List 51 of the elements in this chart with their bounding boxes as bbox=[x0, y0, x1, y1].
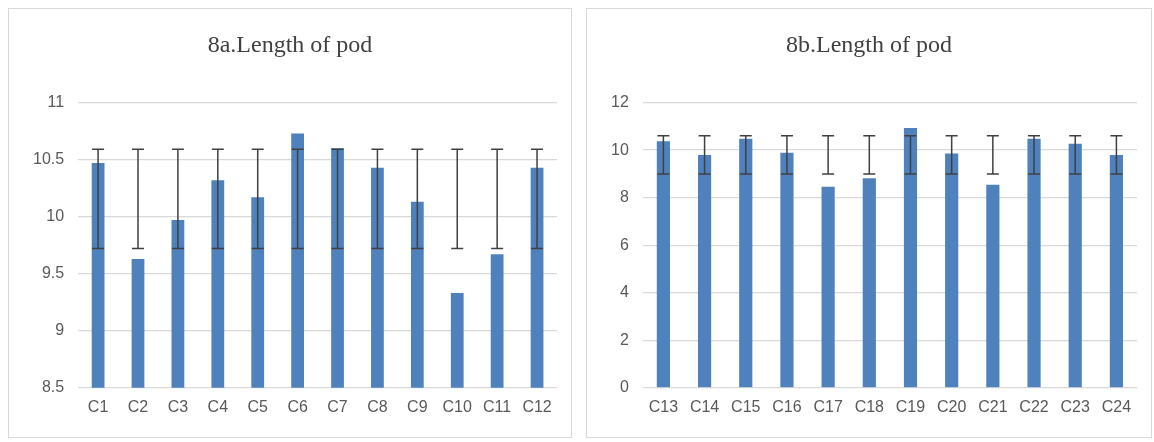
x-tick-label: C11 bbox=[483, 397, 512, 415]
x-tick-label: C3 bbox=[167, 397, 189, 415]
bar bbox=[945, 153, 959, 388]
chart-title: 8a.Length of pod bbox=[206, 31, 374, 58]
bar bbox=[780, 152, 794, 388]
y-tick-label: 10.5 bbox=[33, 150, 65, 168]
y-tick-label: 0 bbox=[619, 378, 629, 396]
bar bbox=[862, 178, 876, 388]
x-tick-label: C16 bbox=[772, 397, 802, 415]
x-tick-label: C18 bbox=[854, 397, 885, 415]
y-tick-label: 2 bbox=[619, 330, 629, 348]
x-tick-label: C22 bbox=[1019, 397, 1049, 415]
bar bbox=[821, 186, 835, 388]
bar bbox=[986, 184, 1000, 388]
y-tick-label: 6 bbox=[619, 235, 629, 253]
bar bbox=[739, 138, 753, 388]
x-tick-label: C5 bbox=[247, 397, 269, 415]
x-tick-label: C14 bbox=[689, 397, 720, 415]
y-tick-label: 10 bbox=[46, 207, 65, 225]
bar bbox=[1068, 143, 1082, 388]
y-tick-label: 11 bbox=[47, 93, 65, 111]
x-tick-label: C9 bbox=[407, 397, 428, 415]
y-tick-label: 9.5 bbox=[41, 264, 65, 282]
y-tick-label: 8 bbox=[619, 188, 629, 206]
bar bbox=[1027, 138, 1041, 388]
x-tick-label: C23 bbox=[1060, 397, 1090, 415]
y-tick-label: 4 bbox=[619, 283, 629, 301]
x-tick-label: C2 bbox=[127, 397, 149, 415]
y-tick-label: 8.5 bbox=[41, 378, 65, 396]
chart-title: 8b.Length of pod bbox=[785, 31, 953, 58]
bar bbox=[1109, 154, 1123, 388]
bar bbox=[656, 141, 670, 388]
x-tick-label: C6 bbox=[287, 397, 308, 415]
x-tick-label: C7 bbox=[327, 397, 348, 415]
x-tick-label: C21 bbox=[978, 397, 1008, 415]
x-tick-label: C17 bbox=[813, 397, 843, 415]
bar bbox=[903, 128, 918, 388]
y-tick-label: 12 bbox=[611, 93, 629, 111]
bar bbox=[697, 154, 712, 388]
y-tick-label: 9 bbox=[55, 321, 65, 339]
x-tick-label: C10 bbox=[442, 397, 473, 415]
x-tick-label: C19 bbox=[895, 397, 926, 415]
x-tick-label: C13 bbox=[648, 397, 679, 415]
x-tick-label: C24 bbox=[1101, 397, 1132, 415]
x-tick-label: C1 bbox=[87, 397, 109, 415]
x-tick-label: C20 bbox=[936, 397, 967, 415]
x-tick-label: C4 bbox=[207, 397, 229, 415]
y-tick-label: 10 bbox=[611, 140, 629, 158]
x-tick-label: C12 bbox=[522, 397, 552, 415]
x-tick-label: C8 bbox=[367, 397, 388, 415]
x-tick-label: C15 bbox=[731, 397, 761, 415]
